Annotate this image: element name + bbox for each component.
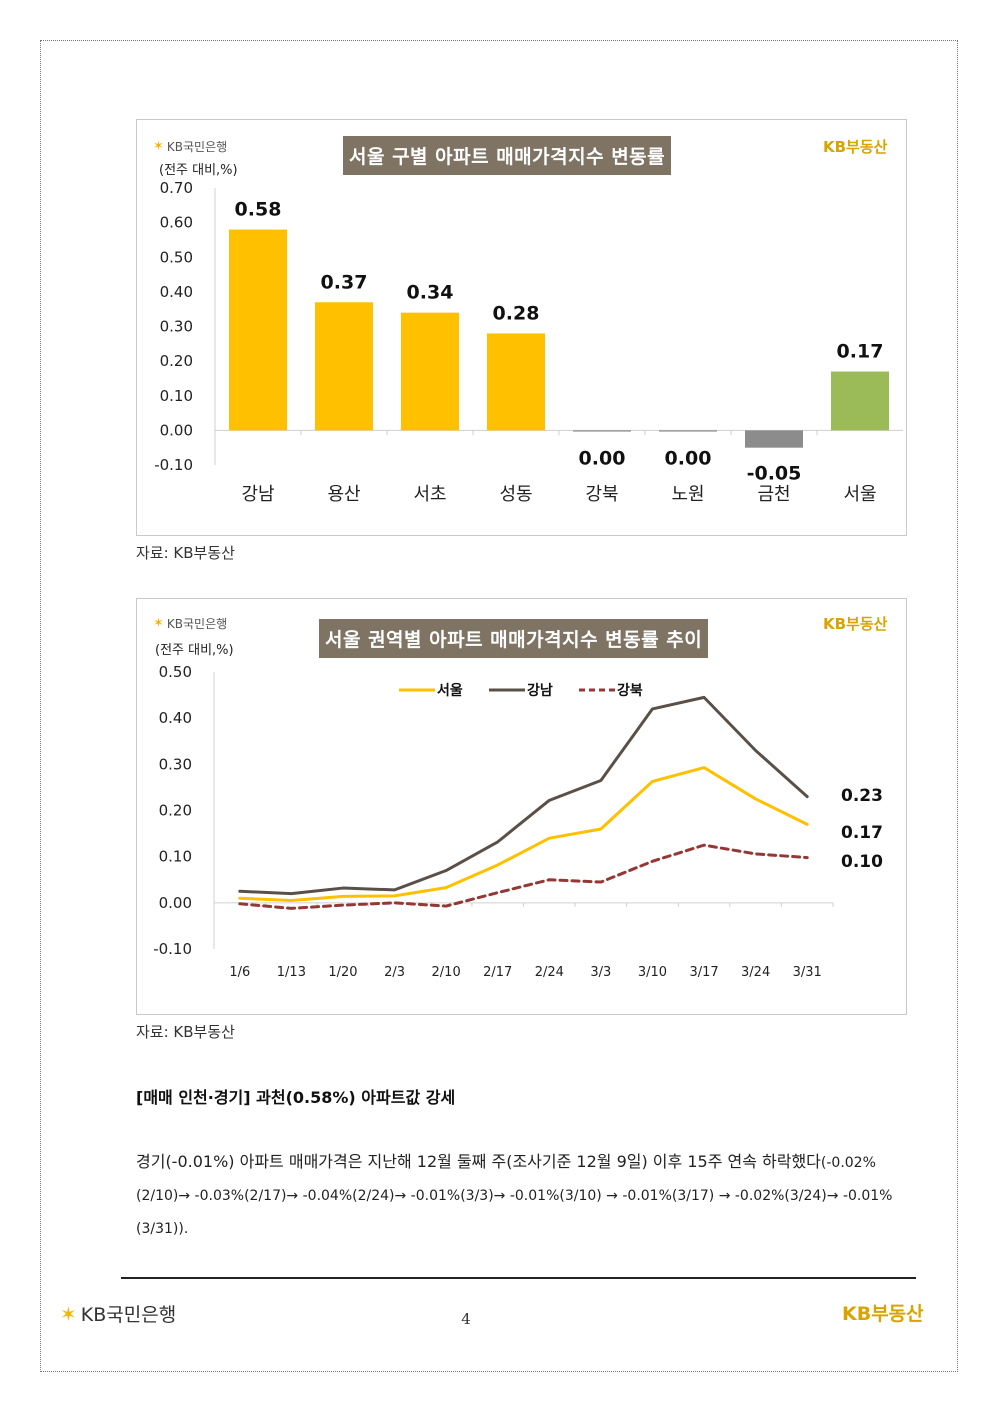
- y-tick-label: 0.20: [159, 802, 192, 820]
- series-line-강남: [238, 695, 809, 896]
- page-number: 4: [461, 1310, 471, 1328]
- y-tick-label: 0.40: [160, 283, 193, 301]
- y-tick-label: 0.40: [159, 709, 192, 727]
- kb-realestate-logo: KB부동산: [823, 138, 888, 156]
- chart2-source: 자료: KB부동산: [136, 1023, 235, 1041]
- y-tick-label: 0.00: [159, 894, 192, 912]
- bar-chart-plot: 0.70 0.60 0.50 0.40 0.30 0.20 0.10 0.00 -0.10 0.5…: [154, 179, 903, 505]
- data-label: 0.00: [579, 447, 626, 469]
- y-tick-label: 0.30: [159, 755, 192, 773]
- y-tick-label: 0.10: [160, 387, 193, 405]
- bar: [401, 312, 459, 431]
- y-tick-label: 0.70: [160, 179, 193, 197]
- category-label: 서울: [843, 484, 876, 505]
- series-line-서울: [238, 766, 809, 903]
- kb-star-icon: ✶: [153, 139, 164, 154]
- paragraph-main: 경기(-0.01%) 아파트 매매가격은 지난해 12월 둘째 주(조사기준 1…: [136, 1152, 821, 1171]
- x-tick-label: 2/3: [384, 965, 405, 980]
- chart-title: 서울 권역별 아파트 매매가격지수 변동률 추이: [319, 619, 709, 658]
- kb-bank-logo-text: KB국민은행: [166, 140, 228, 154]
- category-label: 강남: [241, 484, 274, 505]
- bar: [487, 333, 545, 431]
- data-label: 0.58: [235, 199, 282, 221]
- y-tick-label: 0.10: [159, 848, 192, 866]
- paragraph-detail: (-0.02%(2/10)→ -0.03%(2/17)→ -0.04%(2/24…: [136, 1155, 893, 1237]
- chart-title: 서울 구별 아파트 매매가격지수 변동률: [343, 136, 672, 175]
- bar: [573, 430, 631, 432]
- x-tick-label: 3/3: [590, 965, 611, 980]
- y-tick-label: -0.10: [153, 940, 192, 958]
- category-label: 금천: [757, 484, 790, 505]
- kb-star-icon: ✶: [153, 616, 164, 631]
- unit-label: (전주 대비,%): [155, 643, 234, 658]
- legend-label: 강북: [617, 682, 643, 699]
- bar: [831, 371, 889, 431]
- kb-bank-logo-small: ✶ KB국민은행: [153, 138, 227, 155]
- district-bar-chart: ✶ KB국민은행 (전주 대비,%) 서울 구별 아파트 매매가격지수 변동률 …: [136, 119, 907, 536]
- end-value-label: 0.23: [841, 786, 883, 806]
- unit-label: (전주 대비,%): [159, 163, 238, 178]
- footer-bank-text: KB국민은행: [80, 1304, 177, 1326]
- section-heading: [매매 인천·경기] 과천(0.58%) 아파트값 강세: [136, 1088, 456, 1107]
- category-label: 서초: [413, 484, 446, 505]
- bar: [745, 430, 803, 448]
- y-tick-label: 0.00: [160, 421, 193, 439]
- legend-label: 강남: [527, 682, 553, 699]
- kb-realestate-logo: KB부동산: [823, 615, 888, 633]
- data-label: 0.28: [493, 302, 540, 324]
- category-label: 강북: [585, 484, 618, 505]
- bar: [315, 302, 373, 431]
- line-chart-plot: 0.50 0.40 0.30 0.20 0.10 0.00 -0.10 1/6 1/13 1/20…: [153, 663, 883, 980]
- x-tick-label: 1/13: [277, 965, 306, 980]
- footer-bank-logo: ✶ KB국민은행: [60, 1300, 176, 1327]
- kb-bank-logo-small: ✶ KB국민은행: [153, 615, 227, 632]
- section-paragraph: 경기(-0.01%) 아파트 매매가격은 지난해 12월 둘째 주(조사기준 1…: [136, 1146, 908, 1245]
- y-tick-label: 0.50: [160, 248, 193, 266]
- y-tick-label: 0.60: [160, 214, 193, 232]
- page-border: [40, 40, 958, 1372]
- data-label: -0.05: [747, 463, 802, 485]
- category-label: 성동: [499, 484, 532, 505]
- bar: [659, 430, 717, 432]
- x-tick-label: 1/6: [229, 965, 250, 980]
- chart1-source: 자료: KB부동산: [136, 544, 235, 562]
- end-value-label: 0.17: [841, 823, 883, 843]
- y-tick-label: 0.20: [160, 352, 193, 370]
- x-tick-label: 3/10: [638, 965, 667, 980]
- footer-realestate-logo: KB부동산: [842, 1303, 924, 1325]
- y-tick-label: -0.10: [154, 456, 193, 474]
- x-tick-label: 2/17: [483, 965, 512, 980]
- series-line-강북: [238, 843, 809, 910]
- y-tick-label: 0.50: [159, 663, 192, 681]
- kb-star-icon: ✶: [60, 1301, 77, 1326]
- end-value-label: 0.10: [841, 852, 883, 872]
- data-label: 0.17: [837, 341, 884, 363]
- x-tick-label: 2/10: [432, 965, 461, 980]
- category-label: 용산: [327, 484, 360, 505]
- region-line-chart: ✶ KB국민은행 (전주 대비,%) 서울 권역별 아파트 매매가격지수 변동률…: [136, 598, 907, 1015]
- y-tick-label: 0.30: [160, 318, 193, 336]
- data-label: 0.37: [321, 271, 368, 293]
- category-label: 노원: [671, 484, 704, 505]
- x-tick-label: 3/17: [689, 965, 718, 980]
- data-label: 0.00: [665, 447, 712, 469]
- kb-bank-logo-text: KB국민은행: [166, 617, 228, 631]
- footer-divider: [121, 1277, 916, 1279]
- x-tick-label: 3/24: [741, 965, 770, 980]
- x-tick-label: 3/31: [793, 965, 822, 980]
- legend-label: 서울: [437, 682, 463, 699]
- x-tick-label: 1/20: [328, 965, 357, 980]
- x-tick-label: 2/24: [535, 965, 564, 980]
- bar: [229, 229, 287, 431]
- data-label: 0.34: [407, 282, 454, 304]
